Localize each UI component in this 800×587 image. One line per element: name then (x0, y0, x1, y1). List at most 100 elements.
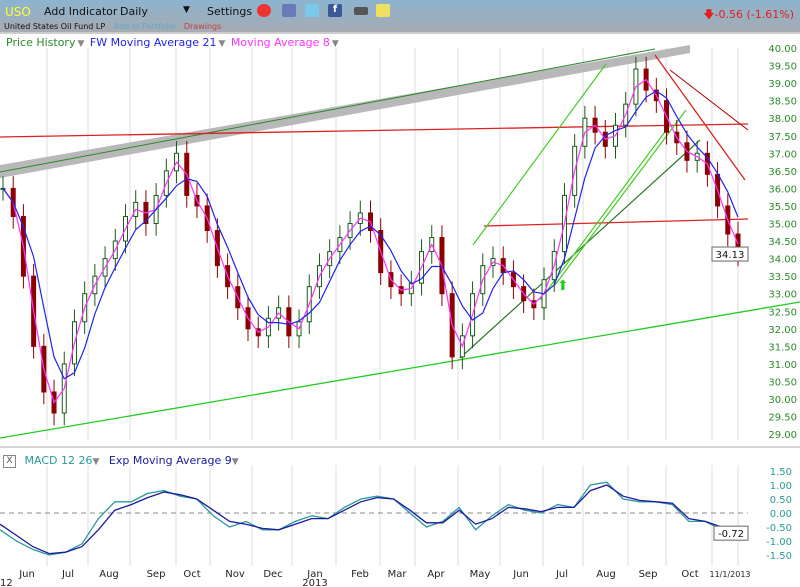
price-tick-label: 38.50 (768, 97, 797, 108)
price-tick-label: 33.00 (768, 290, 797, 301)
caret-icon[interactable]: ▼ (331, 39, 339, 49)
price-change: 🡇-0.56 (-1.61%) (703, 8, 794, 21)
close-panel-button[interactable]: X (3, 454, 16, 468)
legend-ma21[interactable]: FW Moving Average 21 (89, 36, 217, 49)
price-tick-label: 31.00 (768, 360, 797, 371)
price-tick-label: 35.50 (768, 202, 797, 213)
down-arrow-icon: 🡇 (703, 8, 715, 21)
trendline (0, 48, 656, 173)
trendline (483, 218, 749, 227)
legend-ma8[interactable]: Moving Average 8 (230, 36, 330, 49)
channel-band (0, 45, 690, 178)
month-label: Aug (99, 569, 119, 580)
price-tick-label: 31.50 (768, 342, 797, 353)
end-date-label: 11/1/2013 (709, 570, 750, 579)
month-label: Jul (61, 569, 74, 580)
trendline (0, 123, 749, 138)
trendline (472, 63, 607, 246)
ma8-line (2, 78, 739, 404)
month-label: Sep (147, 569, 166, 580)
price-tick-label: 36.00 (768, 184, 797, 195)
macd-tick-label: -0.50 (766, 523, 792, 534)
trendline (539, 124, 671, 301)
twitter-icon[interactable] (305, 4, 319, 17)
price-tick-label: 34.00 (768, 255, 797, 266)
month-label: Dec (263, 569, 282, 580)
month-label: May (470, 569, 491, 580)
price-tick-label: 35.00 (768, 220, 797, 231)
macd-tick-label: 1.00 (770, 481, 792, 492)
signal-line (0, 484, 739, 555)
month-label: Mar (388, 569, 408, 580)
trendline (459, 139, 701, 359)
price-tick-label: 30.00 (768, 395, 797, 406)
price-tick-label: 39.50 (768, 62, 797, 73)
month-label: Oct (681, 569, 698, 580)
trendline (654, 54, 746, 181)
last-macd-label: -0.72 (718, 529, 744, 540)
fund-name: United States Oil Fund LP (4, 22, 106, 31)
price-tick-label: 36.50 (768, 167, 797, 178)
up-arrow-icon: ⬆ (557, 278, 569, 294)
add-indicator-button[interactable]: Add Indicator (44, 5, 118, 18)
month-label: Jun (512, 569, 529, 580)
month-label: Feb (351, 569, 369, 580)
price-tick-label: 39.00 (768, 79, 797, 90)
caret-icon[interactable]: ▼ (218, 39, 226, 49)
notes-icon[interactable] (376, 4, 390, 17)
last-macd-box (713, 525, 749, 541)
price-tick-label: 29.00 (768, 430, 797, 441)
last-price-box (711, 246, 749, 262)
price-tick-label: 29.50 (768, 413, 797, 424)
trendline (0, 301, 800, 439)
price-tick-label: 32.00 (768, 325, 797, 336)
price-tick-label: 30.50 (768, 377, 797, 388)
drawings-link[interactable]: Drawings (183, 22, 222, 31)
price-tick-label: 33.50 (768, 272, 797, 283)
macd-tick-label: -1.00 (766, 537, 792, 548)
price-legend: Price History ▼ FW Moving Average 21 ▼ Mov… (6, 36, 341, 49)
macd-tick-label: 1.50 (770, 467, 792, 478)
month-label: Sep (639, 569, 658, 580)
trendline (669, 69, 749, 131)
caret-icon[interactable]: ▼ (92, 457, 100, 467)
price-tick-label: 32.50 (768, 307, 797, 318)
month-label: Nov (225, 569, 245, 580)
price-tick-label: 34.50 (768, 237, 797, 248)
caret-icon[interactable]: ▼ (231, 457, 239, 467)
macd-tick-label: -1.50 (766, 551, 792, 562)
month-label: Jun (18, 569, 35, 580)
legend-signal[interactable]: Exp Moving Average 9 (108, 454, 232, 467)
price-tick-label: 37.50 (768, 132, 797, 143)
month-label: Jan (306, 569, 322, 580)
settings-button[interactable]: Settings (207, 5, 253, 18)
symbol[interactable]: USO (5, 5, 31, 19)
legend-macd[interactable]: MACD 12 26 (24, 454, 93, 467)
month-label: Aug (596, 569, 616, 580)
legend-price-history[interactable]: Price History (6, 36, 76, 49)
price-tick-label: 38.00 (768, 114, 797, 125)
macd-legend: X MACD 12 26▼ Exp Moving Average 9▼ (3, 454, 245, 468)
facebook-icon[interactable]: f (328, 4, 342, 17)
camera-icon[interactable] (354, 7, 368, 15)
caret-icon[interactable]: ▼ (77, 39, 85, 49)
database-icon[interactable] (282, 4, 296, 17)
toolbar: USO Add Indicator Daily ▼ Settings f 🡇-0… (0, 0, 800, 34)
alarm-icon[interactable] (257, 4, 271, 17)
add-to-portfolio-link[interactable]: Add to Portfolio (113, 22, 176, 31)
month-label: Jul (555, 569, 568, 580)
macd-tick-label: 0.00 (770, 509, 792, 520)
month-label: Oct (183, 569, 200, 580)
year-label: 12 (0, 578, 13, 587)
chevron-down-icon[interactable]: ▼ (183, 5, 190, 15)
macd-tick-label: 0.50 (770, 495, 792, 506)
month-label: Apr (427, 569, 445, 580)
ma21-line (2, 90, 739, 380)
price-tick-label: 37.00 (768, 149, 797, 160)
price-tick-label: 40.00 (768, 44, 797, 55)
trendline (554, 109, 687, 286)
last-price-label: 34.13 (716, 250, 745, 261)
year-label: 2013 (302, 578, 327, 587)
interval-select[interactable]: Daily (120, 5, 148, 18)
